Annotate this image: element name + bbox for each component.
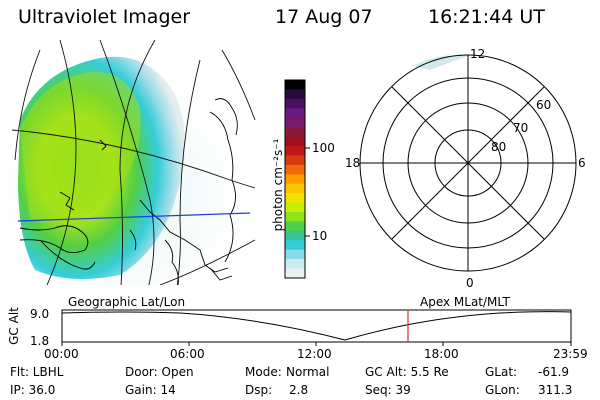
polar-spokes (360, 55, 576, 271)
timeline-axis-title: GC Alt (7, 307, 21, 345)
colorbar-swatch (285, 221, 305, 232)
timeline-ytick-1-8: 1.8 (30, 334, 50, 348)
timeline-xtick-1800: 18:00 (424, 347, 459, 361)
geographic-image-panel (12, 40, 257, 285)
colorbar-swatch (285, 240, 305, 251)
colorbar-swatch (285, 174, 305, 185)
colorbar-swatch (285, 146, 305, 156)
colorbar-swatch (285, 89, 305, 100)
timeline-left-label: Geographic Lat/Lon (68, 295, 186, 309)
colorbar (284, 79, 310, 279)
lat-lon-grid (12, 40, 256, 285)
timeline-frame (61, 309, 572, 343)
status-mode-value: Normal (286, 365, 330, 379)
lat-label-60: 60 (536, 98, 552, 112)
colorbar-frame (284, 79, 306, 279)
timeline-ticks (61, 342, 572, 346)
altitude-timeline (61, 309, 572, 346)
colorbar-swatch (285, 80, 305, 90)
timeline-right-label: Apex MLat/MLT (420, 295, 510, 309)
status-dsp-value: 2.8 (289, 383, 309, 397)
status-dsp-label: Dsp: (245, 383, 273, 397)
status-door: Door: Open (125, 365, 194, 379)
status-gain: Gain: 14 (125, 383, 176, 397)
colorbar-tick-label-10: 10 (312, 229, 328, 243)
colorbar-swatch (285, 117, 305, 128)
colorbar-swatch (285, 268, 305, 279)
colorbar-units: photon cm⁻²s⁻¹ (271, 138, 285, 232)
colorbar-swatch (285, 183, 305, 194)
colorbar-swatch (285, 212, 305, 222)
colorbar-swatch (285, 136, 305, 147)
colorbar-swatch (285, 249, 305, 260)
status-ip: IP: 36.0 (10, 383, 56, 397)
status-seq: Seq: 39 (365, 383, 411, 397)
app-title: Ultraviolet Imager (18, 6, 191, 28)
lat-label-80: 80 (491, 140, 507, 154)
mlt-label-0: 0 (466, 276, 474, 290)
timeline-xtick-2359: 23:59 (553, 347, 588, 361)
mlt-label-12: 12 (470, 47, 486, 61)
colorbar-swatch (285, 164, 305, 175)
colorbar-swatch (285, 202, 305, 213)
status-mode-label: Mode: (245, 365, 282, 379)
colorbar-swatch (285, 193, 305, 204)
timeline-ytick-9: 9.0 (30, 307, 50, 321)
time-label: 16:21:44 UT (428, 6, 545, 28)
colorbar-swatch (285, 230, 305, 241)
colorbar-swatch (285, 259, 305, 270)
polar-emission (413, 55, 468, 70)
colorbar-swatch (285, 98, 305, 109)
colorbar-swatch (285, 108, 305, 119)
mlt-label-18: 18 (345, 156, 361, 170)
timeline-xtick-0600: 06:00 (170, 347, 205, 361)
status-flt: Flt: LBHL (10, 365, 64, 379)
timeline-xtick-0000: 00:00 (44, 347, 79, 361)
geo-reference-line (17, 212, 251, 222)
aurora-core (20, 71, 141, 223)
lat-label-70: 70 (513, 121, 529, 135)
date-label: 17 Aug 07 (275, 6, 373, 28)
altitude-curve (61, 311, 572, 341)
colorbar-swatch (285, 155, 305, 166)
polar-plot (359, 54, 577, 272)
status-glat-label: GLat: (485, 365, 518, 379)
colorbar-tick-label-100: 100 (312, 141, 335, 155)
status-glat-value: -61.9 (538, 365, 570, 379)
status-gc-alt: GC Alt: 5.5 Re (365, 365, 449, 379)
timeline-xtick-1200: 12:00 (297, 347, 332, 361)
colorbar-swatches (285, 80, 305, 279)
mlt-label-6: 6 (578, 156, 586, 170)
status-glon-label: GLon: (485, 383, 520, 397)
colorbar-swatch (285, 127, 305, 138)
status-glon-value: 311.3 (538, 383, 573, 397)
